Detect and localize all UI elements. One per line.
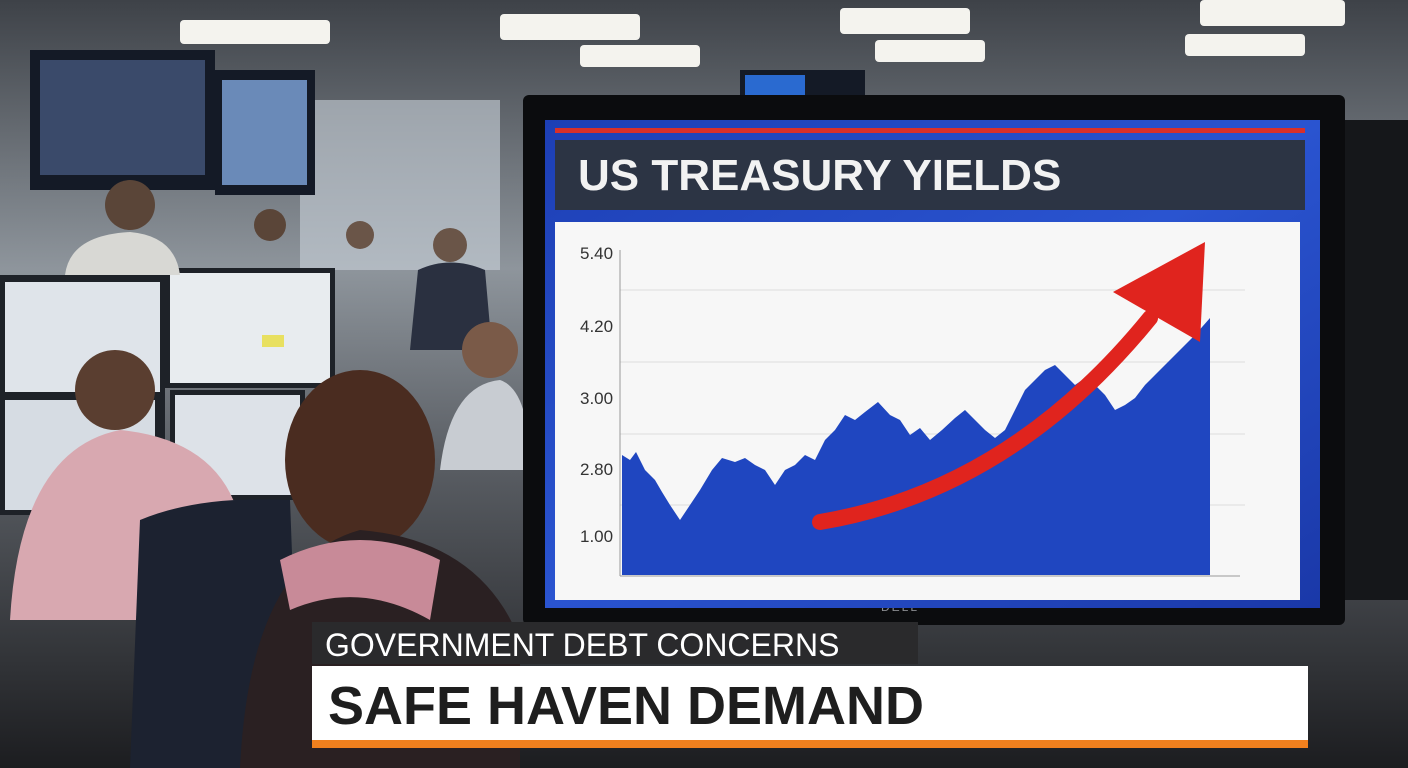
headline-rule bbox=[312, 740, 1308, 748]
headline-box bbox=[312, 666, 1308, 740]
kicker-box bbox=[312, 622, 918, 664]
headline: SAFE HAVEN DEMAND bbox=[328, 676, 924, 736]
axis-label: 3.00 bbox=[580, 389, 613, 408]
yield-area bbox=[622, 318, 1210, 575]
screen-title: US TREASURY YIELDS bbox=[578, 151, 1061, 200]
arrow-head bbox=[1113, 242, 1205, 342]
axis-label: 2.80 bbox=[580, 460, 613, 479]
window bbox=[300, 100, 500, 270]
axis-labels: 5.40 4.20 3.00 2.80 1.00 bbox=[580, 244, 613, 546]
title-rule bbox=[555, 128, 1305, 133]
axis-label: 5.40 bbox=[580, 244, 613, 263]
trend-arrow bbox=[812, 310, 1158, 530]
title-bar bbox=[555, 140, 1305, 210]
axis-label: 1.00 bbox=[580, 527, 613, 546]
axis-label: 4.20 bbox=[580, 317, 613, 336]
kicker: GOVERNMENT DEBT CONCERNS bbox=[325, 627, 839, 663]
ceiling-lights bbox=[180, 0, 1345, 67]
side-monitor bbox=[1340, 120, 1408, 600]
